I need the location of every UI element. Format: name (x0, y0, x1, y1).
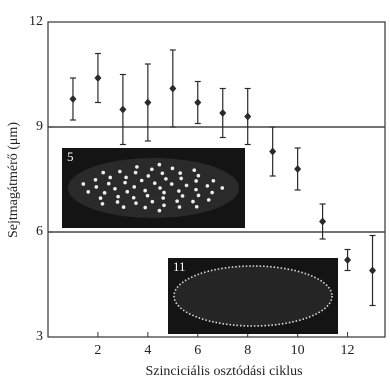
nucleus (171, 167, 175, 171)
point (144, 99, 151, 107)
x-tick-label: 8 (244, 343, 251, 358)
nucleus (108, 176, 112, 180)
y-tick-label: 6 (36, 224, 43, 239)
nucleus (94, 178, 98, 182)
point (169, 85, 176, 93)
x-tick-label: 10 (291, 343, 305, 358)
x-axis-label: Szinciciális osztódási ciklus (145, 364, 302, 379)
nucleus (162, 191, 166, 195)
nucleus (191, 200, 195, 204)
nucleus (82, 182, 86, 186)
nucleus (134, 171, 138, 175)
point (94, 74, 101, 82)
point (244, 113, 251, 121)
y-tick-label: 9 (36, 119, 43, 134)
y-tick-label: 3 (36, 329, 43, 344)
nucleus (212, 179, 216, 183)
nucleus (170, 182, 174, 186)
nucleus (146, 194, 150, 198)
nucleus (123, 181, 127, 185)
embryo (174, 266, 332, 326)
nucleus (161, 171, 165, 175)
nucleus (116, 195, 120, 199)
nucleus (122, 205, 126, 209)
nucleus (101, 202, 105, 206)
y-tick-label: 12 (29, 14, 43, 29)
x-tick-label: 12 (341, 343, 355, 358)
nucleus (197, 194, 201, 198)
nucleus (175, 199, 179, 203)
nucleus (143, 189, 147, 193)
nucleus (210, 191, 214, 195)
x-tick-label: 4 (144, 343, 151, 358)
nucleus (194, 188, 198, 192)
nucleus (125, 190, 129, 194)
point (369, 267, 376, 275)
chart: Sejtmagátmérő (μm) Szinciciális osztódás… (0, 0, 390, 382)
point (219, 109, 226, 117)
nucleus (161, 196, 165, 200)
point (194, 99, 201, 107)
point (269, 148, 276, 156)
x-tick-label: 6 (194, 343, 201, 358)
nucleus (178, 171, 182, 175)
y-axis-label: Sejtmagátmérő (μm) (6, 122, 21, 238)
nucleus (153, 181, 157, 185)
nucleus (134, 201, 138, 205)
nucleus (162, 204, 166, 208)
nucleus (135, 165, 139, 169)
embryo (68, 158, 239, 218)
nucleus (124, 176, 128, 180)
nucleus (95, 185, 99, 189)
nucleus (164, 177, 168, 181)
nucleus (178, 205, 182, 209)
point (319, 218, 326, 226)
nucleus (207, 198, 211, 202)
nucleus (103, 191, 107, 195)
nucleus (140, 179, 144, 183)
nucleus (113, 187, 117, 191)
nucleus (192, 168, 196, 172)
nucleus (107, 182, 111, 186)
nucleus (151, 200, 155, 204)
x-tick-label: 2 (94, 343, 101, 358)
nucleus (206, 184, 210, 188)
nucleus (99, 196, 103, 200)
nucleus (101, 171, 105, 175)
inset-label: 5 (67, 149, 74, 164)
nucleus (220, 186, 224, 190)
nucleus (197, 174, 201, 178)
nucleus (86, 190, 90, 194)
point (344, 256, 351, 264)
nucleus (116, 200, 120, 204)
nucleus (132, 196, 136, 200)
nucleus (181, 194, 185, 198)
nucleus (147, 174, 151, 178)
nucleus (185, 184, 189, 188)
point (294, 165, 301, 173)
nucleus (179, 177, 183, 181)
nucleus (158, 163, 162, 167)
nucleus (132, 185, 136, 189)
inset-label: 11 (173, 259, 186, 274)
point (69, 95, 76, 103)
nucleus (143, 206, 147, 210)
nucleus (194, 179, 198, 183)
nucleus (118, 170, 122, 174)
nucleus (177, 189, 181, 193)
point (119, 106, 126, 114)
nucleus (158, 209, 162, 213)
nucleus (150, 167, 154, 171)
nucleus (158, 186, 162, 190)
nucleus (195, 205, 199, 209)
